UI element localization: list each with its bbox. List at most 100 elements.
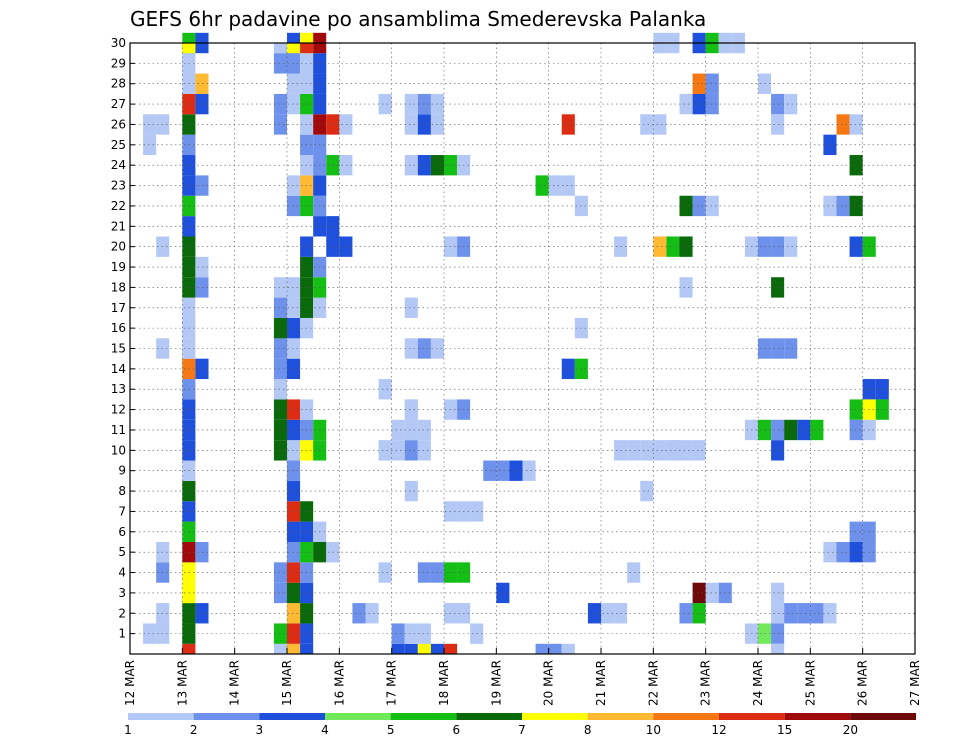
x-tick-label: 18 MAR: [437, 660, 451, 706]
heatmap-cell: [653, 236, 667, 257]
heatmap-cell: [287, 521, 301, 542]
heatmap-cell: [823, 134, 837, 156]
heatmap-cell: [561, 114, 575, 135]
heatmap-cell: [784, 419, 798, 441]
colorbar-label: 3: [256, 723, 264, 737]
y-tick-label: 17: [111, 301, 126, 315]
y-tick-label: 10: [111, 443, 126, 457]
heatmap-cell: [653, 440, 667, 461]
heatmap-cell: [273, 317, 287, 339]
heatmap-cell: [417, 155, 431, 176]
colorbar-label: 10: [646, 723, 661, 737]
heatmap-cell: [404, 419, 418, 441]
heatmap-cell: [273, 43, 287, 54]
heatmap-cell: [836, 195, 850, 217]
heatmap-cell: [273, 399, 287, 420]
colorbar-swatch: [325, 713, 391, 720]
heatmap-cell: [404, 114, 418, 135]
x-tick-label: 15 MAR: [280, 660, 294, 706]
x-axis: 12 MAR 13 MAR 14 MAR 15 MAR 16 MAR 17 MAR 18 M…: [123, 648, 922, 706]
heatmap-cell: [287, 297, 301, 318]
heatmap-cell: [797, 603, 811, 624]
x-tick-label: 20 MAR: [542, 660, 556, 706]
colorbar-swatch: [850, 713, 916, 720]
y-tick-label: 26: [111, 117, 126, 131]
colorbar-swatch: [456, 713, 522, 720]
heatmap-cell: [195, 358, 209, 380]
heatmap-cell: [273, 358, 287, 380]
heatmap-cell: [287, 195, 301, 217]
heatmap-cell: [287, 582, 301, 604]
heatmap-cell: [339, 114, 353, 135]
heatmap-cell: [417, 562, 431, 583]
heatmap-cell: [195, 603, 209, 624]
colorbar-swatch: [390, 713, 457, 720]
heatmap-cell: [404, 93, 418, 115]
y-tick-label: 11: [111, 423, 126, 437]
colorbar-swatch: [259, 713, 325, 720]
heatmap-cell: [784, 338, 798, 359]
x-tick-label: 13 MAR: [175, 660, 189, 706]
heatmap-cell: [287, 93, 301, 115]
heatmap-cell: [273, 379, 287, 400]
heatmap-cell: [692, 195, 706, 217]
heatmap-cell: [273, 338, 287, 359]
y-tick-label: 9: [118, 464, 126, 478]
y-tick-label: 5: [118, 545, 126, 559]
heatmap-cell: [195, 256, 209, 278]
heatmap-cell: [849, 195, 863, 217]
x-tick-label: 21 MAR: [594, 660, 608, 706]
heatmap-cell: [404, 643, 418, 654]
heatmap-cell: [273, 440, 287, 461]
heatmap-cell: [666, 440, 680, 461]
y-tick-label: 23: [111, 179, 126, 193]
heatmap-cell: [195, 93, 209, 115]
heatmap-cell: [352, 603, 366, 624]
heatmap-cell: [287, 419, 301, 441]
heatmap-cell: [417, 114, 431, 135]
heatmap-cell: [666, 236, 680, 257]
heatmap-cell: [182, 643, 196, 654]
heatmap-cell: [483, 460, 497, 481]
heatmap-cell: [417, 419, 431, 441]
heatmap-cell: [339, 236, 353, 257]
heatmap-cell: [705, 93, 719, 115]
heatmap-cell: [849, 399, 863, 420]
heatmap-cell: [561, 175, 575, 196]
heatmap-cell: [692, 603, 706, 624]
heatmap-cell: [195, 541, 209, 563]
heatmap-cell: [784, 236, 798, 257]
heatmap-cell: [653, 114, 667, 135]
colorbar-label: 7: [518, 723, 526, 737]
colorbar-label: 15: [777, 723, 792, 737]
colorbar-label: 4: [321, 723, 329, 737]
y-tick-label: 8: [118, 484, 126, 498]
colorbar-swatch: [193, 713, 260, 720]
heatmap-cell: [300, 643, 314, 654]
heatmap-cell: [771, 277, 785, 298]
heatmap-cell: [640, 480, 654, 502]
y-axis: 1234567891011121314151617181920212223242…: [111, 36, 135, 641]
heatmap-cell: [143, 134, 157, 156]
heatmap-cell: [692, 440, 706, 461]
heatmap-cell: [640, 114, 654, 135]
heatmap-cell: [771, 114, 785, 135]
heatmap-cell: [339, 155, 353, 176]
y-tick-label: 24: [111, 158, 126, 172]
y-tick-label: 13: [111, 382, 126, 396]
heatmap-cell: [287, 460, 301, 481]
heatmap-cell: [417, 440, 431, 461]
heatmap-cell: [771, 338, 785, 359]
chart-title: GEFS 6hr padavine po ansamblima Smederev…: [130, 7, 706, 31]
heatmap-cell: [404, 480, 418, 502]
heatmap-cell: [535, 175, 549, 196]
heatmap-cell: [404, 155, 418, 176]
y-tick-label: 19: [111, 260, 126, 274]
heatmap-cell: [509, 460, 523, 481]
y-tick-label: 15: [111, 342, 126, 356]
heatmap-cell: [417, 338, 431, 359]
heatmap-cell: [404, 440, 418, 461]
heatmap-cell: [273, 53, 287, 74]
heatmap-cell: [836, 114, 850, 135]
